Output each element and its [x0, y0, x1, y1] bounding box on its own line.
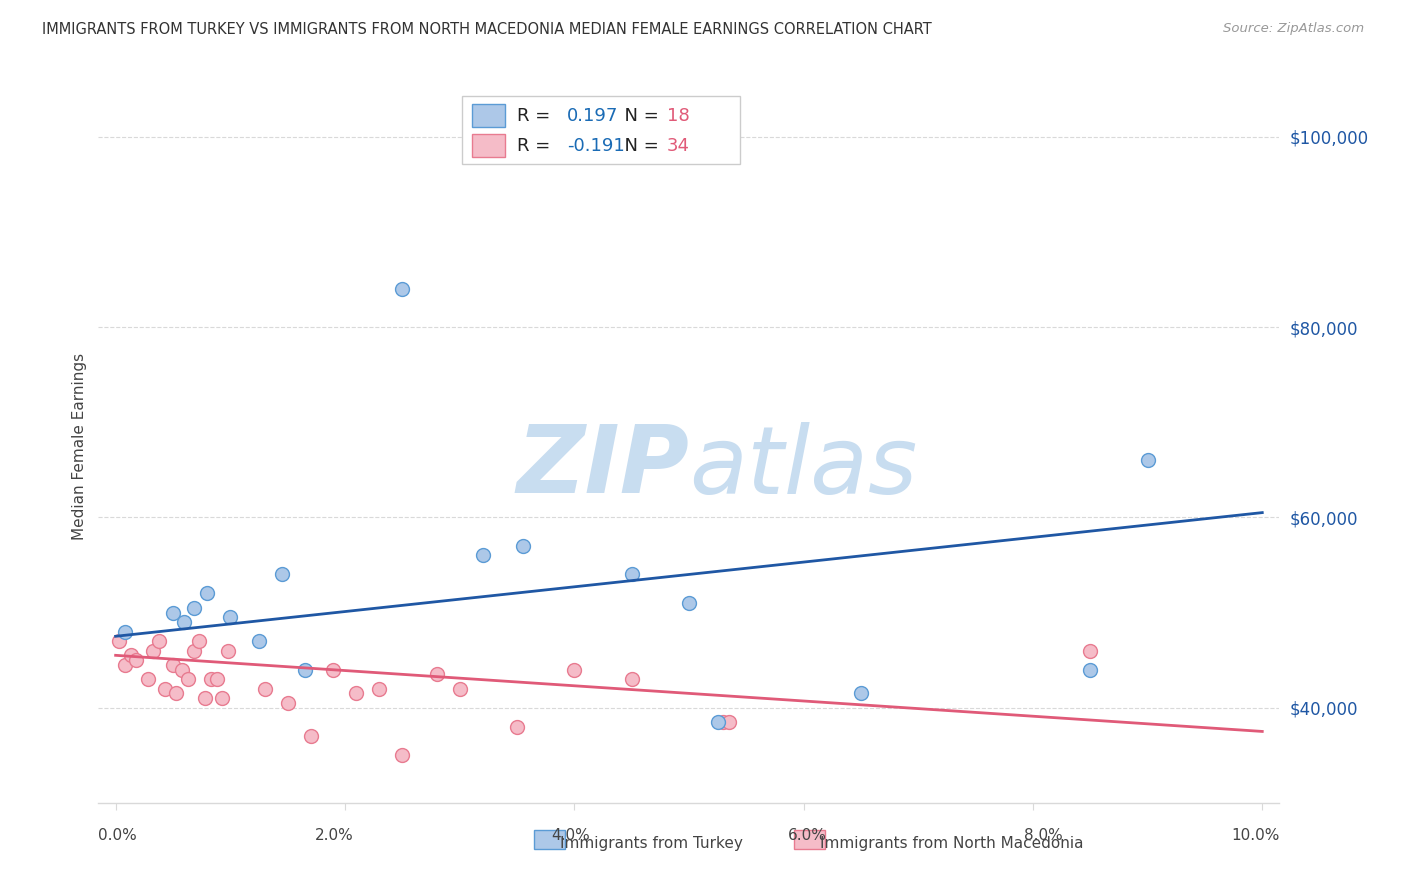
Point: [368, 681, 391, 696]
Point: [114, 657, 136, 672]
Point: [678, 596, 700, 610]
Text: -0.191: -0.191: [567, 136, 626, 154]
Point: [562, 663, 585, 677]
Point: [153, 681, 176, 696]
Text: R =: R =: [516, 136, 555, 154]
Point: [219, 610, 242, 624]
Point: [136, 672, 159, 686]
Y-axis label: Median Female Earnings: Median Female Earnings: [72, 352, 87, 540]
Point: [114, 624, 136, 639]
Point: [718, 714, 741, 729]
Point: [1136, 453, 1159, 467]
Point: [270, 567, 292, 582]
Point: [247, 634, 270, 648]
Point: [183, 643, 205, 657]
Point: [120, 648, 142, 663]
Point: [188, 634, 211, 648]
Point: [391, 282, 413, 296]
Point: [177, 672, 200, 686]
Point: [194, 691, 217, 706]
FancyBboxPatch shape: [471, 104, 505, 127]
Point: [506, 720, 529, 734]
Text: 34: 34: [666, 136, 689, 154]
Point: [195, 586, 218, 600]
Point: [148, 634, 170, 648]
Text: Source: ZipAtlas.com: Source: ZipAtlas.com: [1223, 22, 1364, 36]
Point: [299, 729, 322, 743]
FancyBboxPatch shape: [794, 830, 825, 849]
Point: [471, 549, 494, 563]
Point: [277, 696, 299, 710]
Point: [108, 634, 131, 648]
Point: [217, 643, 239, 657]
Point: [162, 657, 184, 672]
Point: [294, 663, 316, 677]
Point: [391, 748, 413, 763]
Point: [620, 672, 643, 686]
Text: R =: R =: [516, 107, 555, 125]
Text: atlas: atlas: [689, 422, 917, 513]
Text: 0.0%: 0.0%: [98, 828, 138, 843]
Point: [344, 686, 367, 700]
FancyBboxPatch shape: [471, 134, 505, 157]
Text: N =: N =: [613, 136, 665, 154]
Text: 18: 18: [666, 107, 689, 125]
Point: [322, 663, 344, 677]
Text: 4.0%: 4.0%: [551, 828, 591, 843]
Text: N =: N =: [613, 107, 665, 125]
Point: [172, 663, 194, 677]
Point: [1078, 643, 1101, 657]
Point: [449, 681, 471, 696]
Point: [620, 567, 643, 582]
Text: Immigrants from Turkey: Immigrants from Turkey: [560, 837, 742, 851]
Point: [512, 539, 534, 553]
Point: [205, 672, 228, 686]
FancyBboxPatch shape: [463, 96, 740, 164]
Text: Immigrants from North Macedonia: Immigrants from North Macedonia: [820, 837, 1083, 851]
Point: [183, 600, 205, 615]
Point: [125, 653, 148, 667]
Point: [162, 606, 184, 620]
Point: [706, 714, 728, 729]
Text: IMMIGRANTS FROM TURKEY VS IMMIGRANTS FROM NORTH MACEDONIA MEDIAN FEMALE EARNINGS: IMMIGRANTS FROM TURKEY VS IMMIGRANTS FRO…: [42, 22, 932, 37]
Point: [1078, 663, 1101, 677]
Point: [711, 714, 734, 729]
Point: [142, 643, 165, 657]
Text: 0.197: 0.197: [567, 107, 619, 125]
Point: [426, 667, 449, 681]
Text: 10.0%: 10.0%: [1232, 828, 1279, 843]
Text: ZIP: ZIP: [516, 421, 689, 514]
Text: 8.0%: 8.0%: [1024, 828, 1063, 843]
Text: 2.0%: 2.0%: [315, 828, 354, 843]
Point: [165, 686, 187, 700]
Point: [253, 681, 276, 696]
Point: [200, 672, 222, 686]
FancyBboxPatch shape: [534, 830, 565, 849]
Text: 6.0%: 6.0%: [787, 828, 827, 843]
Point: [173, 615, 195, 629]
Point: [849, 686, 872, 700]
Point: [211, 691, 233, 706]
